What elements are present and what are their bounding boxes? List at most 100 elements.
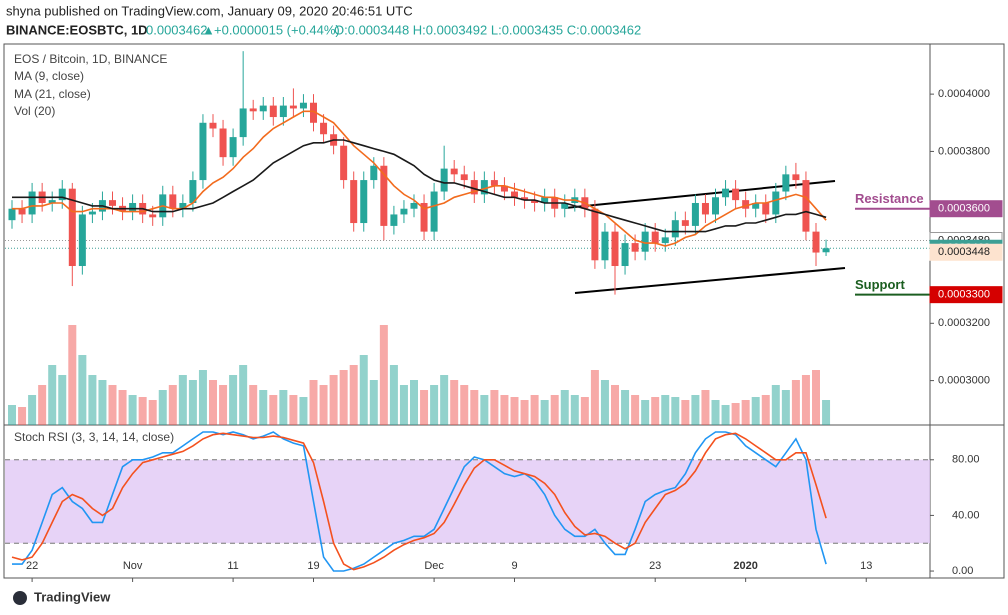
volume-bar [88,375,97,425]
price-label-box [929,243,1003,261]
candle-body [691,202,699,226]
candle-body [320,122,328,135]
legend-item: MA (9, close) [14,69,84,83]
volume-bar [510,397,519,425]
candle-body [521,197,529,201]
volume-bar [480,395,489,425]
candle-body [561,202,569,209]
candle-body [109,200,116,206]
candle-body [169,194,177,209]
price-label-box [929,200,1003,218]
volume-bar [319,385,328,425]
candle-body [380,165,388,226]
volume-bar [78,355,87,425]
volume-bar [188,380,197,425]
x-tick-label: 19 [307,560,319,572]
candle-body [430,191,438,232]
candle-body [621,243,629,267]
volume-bar [661,395,670,425]
candle-body [370,165,378,181]
volume-bar [329,375,338,425]
volume-bar [118,390,127,425]
stoch-line [11,432,827,571]
candle-body [199,122,207,181]
brand: TradingView [34,589,111,604]
candle-body [531,200,539,203]
chart-title: EOS / Bitcoin, 1D, BINANCE [14,52,167,66]
candle-body [420,202,428,232]
volume-bar [8,405,16,425]
candle-body [18,208,26,215]
volume-bar [289,395,298,425]
candle-body [511,191,518,198]
volume-bar [18,407,27,425]
channel-top [564,180,836,209]
volume-bar [460,385,469,425]
volume-bar [791,380,800,425]
candle-body [239,108,247,138]
candle-body [28,191,36,215]
y-tick-label: 0.0003800 [938,145,990,157]
volume-bar [681,400,690,425]
volume-bar [138,397,147,425]
volume-bar [801,375,810,425]
volume-bar [410,380,418,425]
volume-bar [621,390,630,425]
volume-bar [611,385,619,425]
volume-bar [822,400,831,425]
publisher: shyna published on TradingView.com, Janu… [6,3,413,18]
candle-body [752,202,760,209]
price-label: 0.0003600 [938,203,990,215]
candle-body [299,102,307,109]
volume-bar [249,385,258,425]
volume-bar [500,395,509,425]
candle-body [229,137,237,158]
volume-bar [701,390,710,425]
volume-bar [28,395,37,425]
candle-body [8,208,16,221]
candle-body [450,168,458,175]
candle-body [822,248,830,253]
volume-bar [48,365,57,425]
y-tick-label: 0.0003000 [938,375,990,387]
change: +0.0000015 (+0.44%) [214,22,340,37]
frame [3,43,1005,579]
candle-body [541,197,549,203]
volume-bar [219,385,228,425]
candle-body [360,180,368,224]
legend-item: Vol (20) [14,104,55,118]
volume-bar [239,365,248,425]
candle-body [219,128,227,158]
volume-bar [440,375,449,425]
volume-bar [590,370,599,425]
arrow: ▲ [202,22,215,37]
candle-body [58,188,66,201]
candle-body [440,168,448,192]
volume-bar [751,397,760,425]
volume-bar [450,380,459,425]
candle-body [792,174,800,181]
candle-body [279,105,287,118]
volume-bar [349,365,358,425]
volume-bar [420,390,429,425]
candle-body [289,105,297,109]
x-tick-label: 13 [860,560,872,572]
volume-bar [721,405,730,425]
candle-body [681,220,689,226]
candle-body [189,180,197,203]
volume-bar [148,400,157,425]
volume-bar [379,325,388,425]
brand-logo [13,591,27,605]
volume-bar [520,400,529,425]
candle-body [129,202,137,212]
candle-body [601,231,609,261]
volume-bar [389,365,398,425]
volume-bar [399,385,408,425]
candle-body [762,202,770,215]
price-label: 0.0003300 [938,289,990,301]
candle-body [611,231,619,267]
candle-body [48,200,56,203]
volume-bar [299,397,308,425]
channel-bottom [574,267,846,294]
candle-body [259,105,267,112]
